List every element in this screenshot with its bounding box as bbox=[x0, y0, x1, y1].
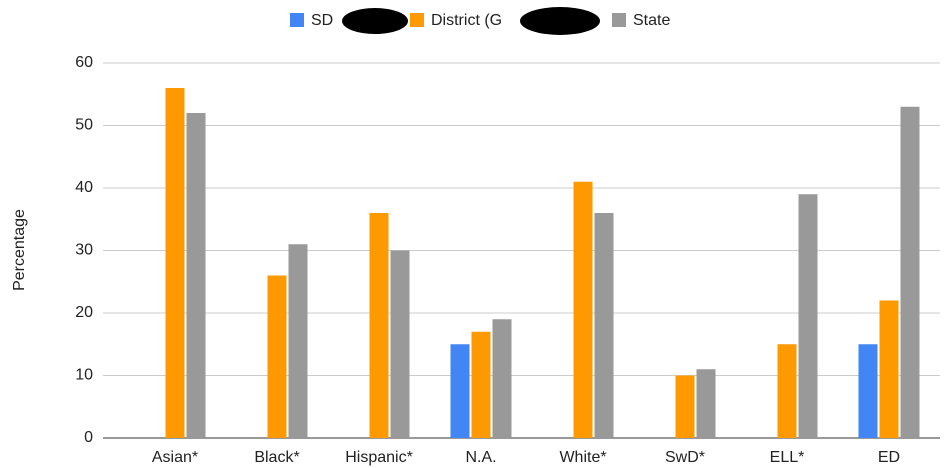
x-tick-label: SwD* bbox=[665, 449, 705, 466]
legend-label: State bbox=[633, 12, 670, 29]
x-tick-label: ED bbox=[878, 449, 900, 466]
y-tick-label: 10 bbox=[75, 367, 93, 384]
y-tick-label: 50 bbox=[75, 117, 93, 134]
bar bbox=[696, 369, 716, 438]
x-tick-label: Black* bbox=[254, 449, 299, 466]
x-tick-label: ELL* bbox=[770, 449, 805, 466]
bar bbox=[675, 375, 695, 438]
x-tick-label: N.A. bbox=[465, 449, 496, 466]
bar bbox=[165, 88, 185, 438]
legend-swatch bbox=[290, 13, 304, 27]
bar bbox=[777, 344, 797, 438]
redaction bbox=[342, 8, 408, 34]
y-tick-label: 40 bbox=[75, 179, 93, 196]
y-axis-label: Percentage bbox=[11, 209, 28, 291]
bar bbox=[450, 344, 470, 438]
x-tick-label: White* bbox=[559, 449, 606, 466]
bar bbox=[471, 331, 491, 438]
legend-swatch bbox=[410, 13, 424, 27]
bar bbox=[858, 344, 878, 438]
bar bbox=[900, 106, 920, 438]
bar bbox=[267, 275, 287, 438]
bar bbox=[186, 113, 206, 438]
y-tick-label: 0 bbox=[84, 429, 93, 446]
bar bbox=[288, 244, 308, 438]
x-tick-label: Hispanic* bbox=[345, 449, 413, 466]
y-tick-label: 60 bbox=[75, 54, 93, 71]
legend-label: District (G bbox=[431, 12, 502, 29]
bar bbox=[879, 300, 899, 438]
bar bbox=[594, 213, 614, 438]
y-tick-label: 20 bbox=[75, 304, 93, 321]
legend-swatch bbox=[612, 13, 626, 27]
x-tick-label: Asian* bbox=[152, 449, 198, 466]
redaction bbox=[520, 7, 600, 35]
bar bbox=[798, 194, 818, 438]
bar bbox=[369, 213, 389, 438]
bar bbox=[390, 250, 410, 438]
legend-label: SD bbox=[311, 12, 333, 29]
bar bbox=[492, 319, 512, 438]
y-tick-label: 30 bbox=[75, 242, 93, 259]
bar bbox=[573, 181, 593, 438]
